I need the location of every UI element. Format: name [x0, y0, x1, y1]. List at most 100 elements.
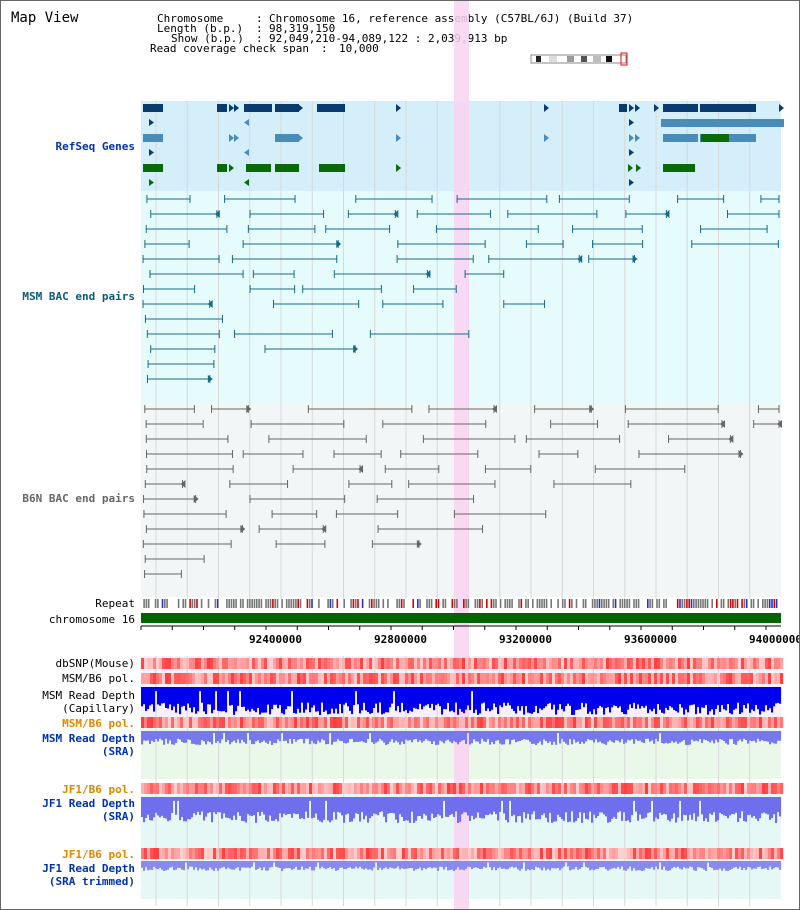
msm-sra-depth-bar — [447, 731, 450, 740]
dbsnp-heat-cell — [528, 658, 532, 669]
msm-b6-pol-heat-cell — [588, 673, 592, 684]
jf1-sra-depth-bar — [271, 797, 274, 821]
msm-b6-pol-heat-cell — [780, 673, 784, 684]
jf1-b6-pol-heat-cell — [510, 783, 514, 794]
dbsnp-heat-cell — [738, 658, 742, 669]
jf1-b6-pol-heat-cell — [639, 783, 643, 794]
jf1-trimmed-depth-bar — [657, 861, 660, 870]
jf1-sra-depth-bar — [289, 797, 292, 815]
track-label-msm-bac[interactable]: MSM BAC end pairs — [22, 290, 135, 303]
msm-b6-pol-heat-cell — [594, 673, 598, 684]
jf1-b6-pol-heat-cell — [342, 783, 346, 794]
msm-capillary-depth-bar — [461, 687, 464, 712]
repeat-mark — [292, 599, 295, 608]
msm-b6-pol-2-heat-cell — [360, 717, 364, 728]
msm-b6-pol-2-heat-cell — [195, 717, 199, 728]
jf1-sra-depth-bar — [477, 797, 480, 813]
track-label-msm-b6-pol-1[interactable]: MSM/B6 pol. — [62, 672, 135, 685]
track-label-jf1-depth-trimmed[interactable]: JF1 Read Depth — [42, 862, 135, 875]
jf1-trimmed-depth-bar — [259, 861, 262, 868]
msm-sra-depth-bar — [491, 731, 494, 743]
dbsnp-heat-cell — [546, 658, 550, 669]
jf1-trimmed-depth-bar — [499, 861, 502, 868]
jf1-b6-pol-heat-cell — [225, 783, 229, 794]
msm-b6-pol-2-heat-cell — [624, 717, 628, 728]
msm-sra-depth-bar — [773, 731, 776, 744]
refseq-gene-arrow — [149, 119, 154, 126]
msm-sra-depth-bar — [775, 731, 778, 744]
track-label-msm-b6-pol-2[interactable]: MSM/B6 pol. — [62, 717, 135, 730]
msm-sra-depth-bar — [259, 731, 262, 744]
track-label-repeat[interactable]: Repeat — [95, 597, 135, 610]
msm-b6-pol-2-heat-cell — [438, 717, 442, 728]
msm-sra-depth-bar — [273, 731, 276, 743]
msm-b6-pol-heat-cell — [747, 673, 751, 684]
track-label-msm-depth-capillary[interactable]: MSM Read Depth — [42, 689, 135, 702]
jf1-trimmed-depth-bar — [459, 861, 462, 870]
dbsnp-heat-cell — [753, 658, 757, 669]
msm-capillary-depth-bar — [619, 687, 622, 707]
msm-capillary-depth-bar — [481, 687, 484, 704]
msm-b6-pol-heat-cell — [192, 673, 196, 684]
jf1-trimmed-depth-bar — [391, 861, 394, 868]
jf1-sra-depth-bar — [399, 797, 402, 815]
msm-capillary-depth-bar — [655, 687, 658, 715]
msm-b6-pol-heat-cell — [630, 673, 634, 684]
msm-b6-pol-heat-cell — [288, 673, 292, 684]
dbsnp-heat-cell — [501, 658, 505, 669]
jf1-sra-depth-bar — [165, 797, 168, 819]
jf1-trimmed-depth-bar — [235, 861, 238, 869]
track-label-msm-depth-sra[interactable]: MSM Read Depth — [42, 732, 135, 745]
jf1-b6-pol-heat-cell — [618, 783, 622, 794]
msm-sra-depth-bar — [343, 731, 346, 743]
jf1-b6-pol-heat-cell — [243, 783, 247, 794]
track-label-dbsnp[interactable]: dbSNP(Mouse) — [55, 657, 135, 670]
repeat-mark — [465, 599, 467, 608]
msm-b6-pol-2-heat-cell — [408, 717, 412, 728]
dbsnp-heat-cell — [735, 658, 739, 669]
jf1-trimmed-depth-bar — [749, 861, 752, 868]
jf1-trimmed-depth-bar — [485, 861, 488, 868]
dbsnp-heat-cell — [255, 658, 259, 669]
jf1-b6-pol-2-heat-cell — [249, 848, 253, 859]
msm-sra-depth-bar — [271, 731, 274, 745]
msm-b6-pol-heat-cell — [354, 673, 358, 684]
msm-capillary-depth-bar — [723, 687, 726, 710]
refseq-gene-exon — [143, 164, 163, 172]
track-label-jf1-b6-pol-1[interactable]: JF1/B6 pol. — [62, 783, 135, 796]
track-label-refseq[interactable]: RefSeq Genes — [55, 140, 135, 153]
b6n-bac-end-arrow — [193, 495, 199, 503]
jf1-trimmed-depth-bar — [237, 861, 240, 868]
msm-b6-pol-2-heat-cell — [303, 717, 307, 728]
msm-capillary-depth-bar — [675, 687, 678, 712]
msm-b6-pol-heat-cell — [477, 673, 481, 684]
msm-sra-depth-bar — [341, 731, 344, 742]
track-label-b6n-bac[interactable]: B6N BAC end pairs — [22, 492, 135, 505]
msm-capillary-depth-bar — [339, 687, 342, 704]
msm-b6-pol-2-heat-cell — [522, 717, 526, 728]
jf1-sra-depth-bar — [653, 797, 656, 822]
jf1-b6-pol-2-heat-cell — [309, 848, 313, 859]
msm-sra-depth-bar — [495, 731, 498, 741]
jf1-trimmed-depth-bar — [665, 861, 668, 871]
jf1-b6-pol-heat-cell — [504, 783, 508, 794]
jf1-sra-depth-bar — [747, 797, 750, 815]
msm-sra-depth-bar — [459, 731, 462, 742]
msm-capillary-depth-bar — [577, 687, 580, 710]
jf1-b6-pol-heat-cell — [198, 783, 202, 794]
msm-capillary-depth-bar — [759, 687, 762, 715]
track-label-jf1-depth-sra[interactable]: JF1 Read Depth — [42, 797, 135, 810]
jf1-trimmed-depth-bar — [349, 861, 352, 868]
repeat-mark — [451, 599, 454, 608]
msm-capillary-depth-bar — [721, 687, 724, 706]
jf1-sra-depth-bar — [413, 797, 416, 823]
jf1-sra-depth-bar — [481, 797, 484, 819]
track-label-jf1-b6-pol-2[interactable]: JF1/B6 pol. — [62, 848, 135, 861]
msm-b6-pol-2-heat-cell — [351, 717, 355, 728]
msm-sra-depth-bar — [733, 731, 736, 744]
jf1-trimmed-depth-bar — [413, 861, 416, 871]
jf1-sra-depth-bar — [365, 797, 368, 816]
jf1-trimmed-depth-bar — [549, 861, 552, 871]
msm-capillary-depth-bar — [735, 687, 738, 709]
jf1-trimmed-depth-bar — [551, 861, 554, 869]
